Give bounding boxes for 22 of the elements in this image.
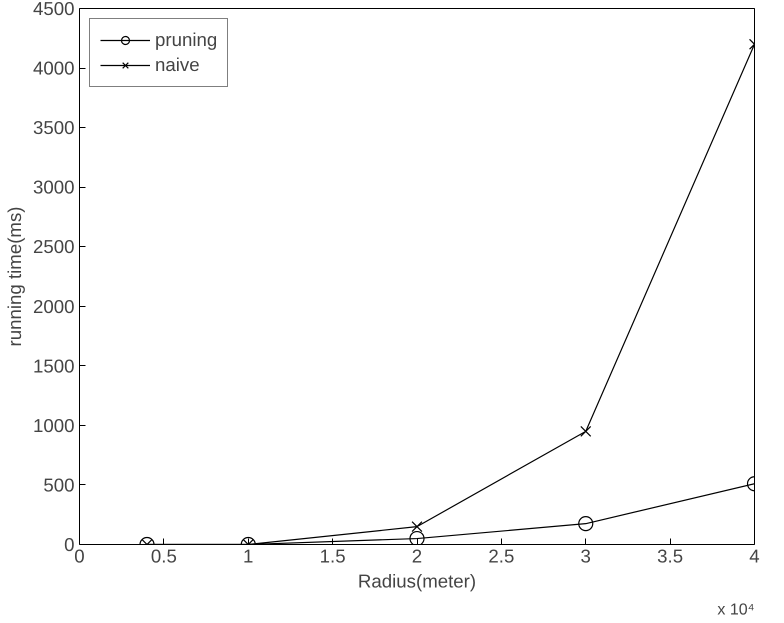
legend-label: naive: [155, 54, 200, 76]
y-tick-label: 4000: [32, 58, 75, 79]
x-tick-label: 4: [749, 546, 760, 566]
x-tick-label: 3: [580, 546, 591, 566]
x-tick-label: 3.5: [657, 546, 684, 566]
x-tick-label: 0.5: [150, 546, 177, 566]
y-axis-title: running time(ms): [4, 206, 25, 346]
y-tick-label: 1500: [32, 355, 75, 376]
y-tick-label: 3000: [32, 176, 75, 198]
y-tick-label: 1000: [32, 414, 75, 436]
y-tick-label: 500: [43, 474, 75, 496]
x-tick-label: 2.5: [488, 546, 514, 566]
y-tick-label: 2000: [32, 296, 75, 317]
x-axis-title: Radius(meter): [358, 570, 476, 592]
x-tick-label: 1: [243, 546, 254, 566]
y-tick-label: 2500: [32, 236, 75, 258]
y-tick-label: 4500: [32, 0, 75, 19]
legend-label: pruning: [155, 29, 218, 51]
x-tick-label: 1.5: [320, 546, 346, 566]
text: x 10⁴: [717, 602, 755, 618]
x-tick-label: 2: [412, 546, 422, 566]
y-tick-label: 3500: [32, 117, 75, 138]
